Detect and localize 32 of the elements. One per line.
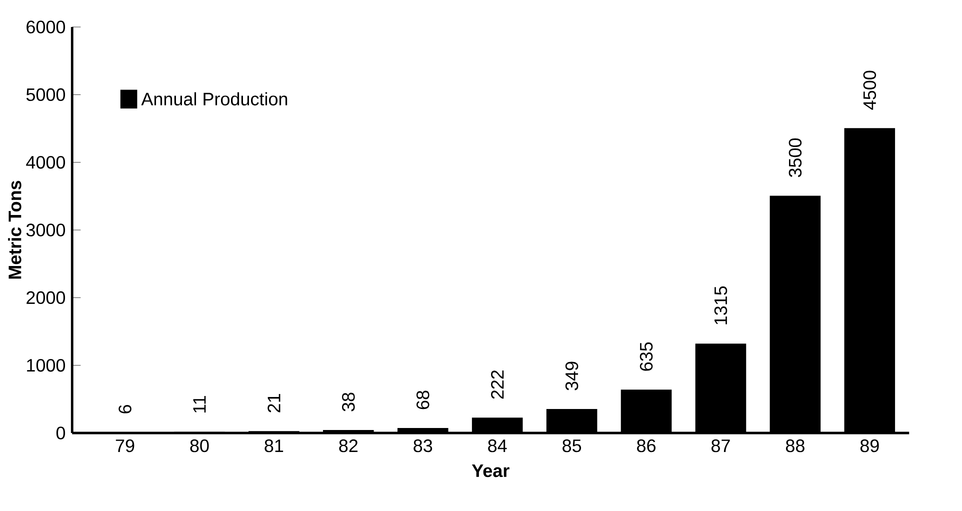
x-tick-label: 80	[190, 439, 209, 452]
data-label: 6	[118, 404, 132, 414]
x-axis-title: Year	[472, 464, 510, 478]
legend-label: Annual Production	[141, 92, 288, 106]
x-tick-label: 89	[860, 439, 879, 452]
data-label: 3500	[788, 138, 802, 178]
y-tick-label: 4000	[26, 156, 66, 169]
x-tick-label: 82	[339, 439, 358, 452]
x-tick-label: 85	[562, 439, 582, 452]
y-tick-label: 1000	[27, 358, 66, 372]
x-tick-label: 87	[712, 439, 730, 452]
data-label: 349	[565, 362, 578, 390]
data-label: 38	[342, 392, 355, 412]
data-label: 68	[416, 390, 430, 410]
y-tick-label: 0	[56, 426, 66, 440]
data-label: 21	[268, 394, 280, 412]
x-tick-label: 86	[637, 439, 656, 452]
x-tick-label: 79	[116, 439, 134, 452]
y-axis-title: Metric Tons	[8, 180, 22, 279]
x-tick-label: 84	[488, 439, 507, 452]
x-tick-label: 83	[414, 439, 432, 452]
data-label: 635	[640, 342, 653, 371]
y-tick-label: 5000	[26, 88, 66, 102]
y-tick-label: 6000	[26, 20, 66, 34]
y-tick-label: 2000	[26, 291, 66, 304]
y-tick-label: 3000	[26, 224, 66, 236]
x-tick-label: 81	[264, 439, 284, 452]
data-label: 4500	[863, 70, 876, 110]
x-tick-label: 88	[786, 439, 804, 452]
data-label: 1315	[714, 286, 728, 324]
data-label: 11	[193, 396, 206, 412]
data-label: 222	[491, 370, 504, 399]
